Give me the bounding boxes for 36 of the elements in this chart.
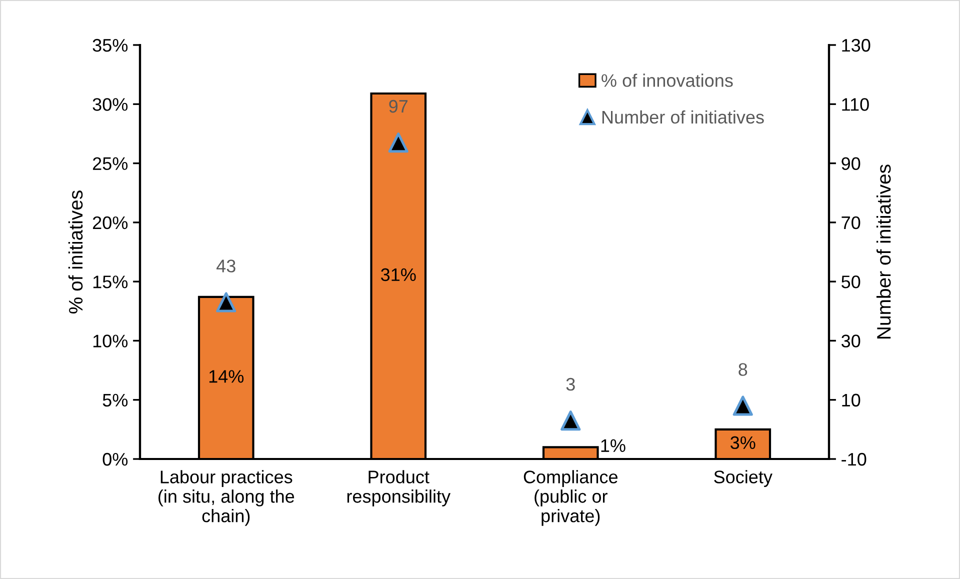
y-tick-label: 10% xyxy=(93,334,128,348)
x-tick-label: Compliance (public or private) xyxy=(524,470,618,526)
point xyxy=(216,292,236,312)
y-tick-label: 0% xyxy=(102,452,128,466)
data-label: 14% xyxy=(209,370,244,383)
legend-label: % of innovations xyxy=(602,74,733,87)
legend-label: Number of initiatives xyxy=(602,110,764,124)
data-label: 3% xyxy=(730,436,756,450)
y2-tick-label: 50 xyxy=(842,276,860,288)
y2-tick-label: 130 xyxy=(842,38,870,52)
y-tick-label: 5% xyxy=(102,394,128,407)
y2-tick-label: -10 xyxy=(842,452,866,466)
x-tick-label: Product responsibility xyxy=(347,470,451,506)
y2-axis-title: Number of initiatives xyxy=(876,164,891,338)
y2-tick-label: 30 xyxy=(841,334,860,348)
data-label: 1% xyxy=(601,439,626,452)
x-tick-label: Society xyxy=(714,470,772,487)
y2-tick-label: 70 xyxy=(842,216,860,230)
point xyxy=(560,410,581,431)
y-tick-label: 25% xyxy=(92,157,128,170)
data-label: 31% xyxy=(380,268,416,282)
y-tick-label: 30% xyxy=(92,98,128,111)
y2-tick-label: 110 xyxy=(842,98,869,111)
data-label: 3 xyxy=(566,378,575,391)
data-label: 43 xyxy=(216,260,236,272)
x-tick-label: Labour practices (in situ, along the chain) xyxy=(158,470,294,526)
point xyxy=(732,396,753,416)
y2-tick-label: 90 xyxy=(842,157,860,170)
point xyxy=(388,132,408,153)
y-axis-title: % of initiatives xyxy=(68,190,83,314)
y-tick-label: 35% xyxy=(92,38,128,52)
y-tick-label: 20% xyxy=(92,216,128,230)
data-label: 8 xyxy=(738,363,748,376)
data-label: 97 xyxy=(389,100,408,113)
y2-tick-label: 10 xyxy=(842,394,860,407)
y-tick-label: 15% xyxy=(93,276,128,288)
